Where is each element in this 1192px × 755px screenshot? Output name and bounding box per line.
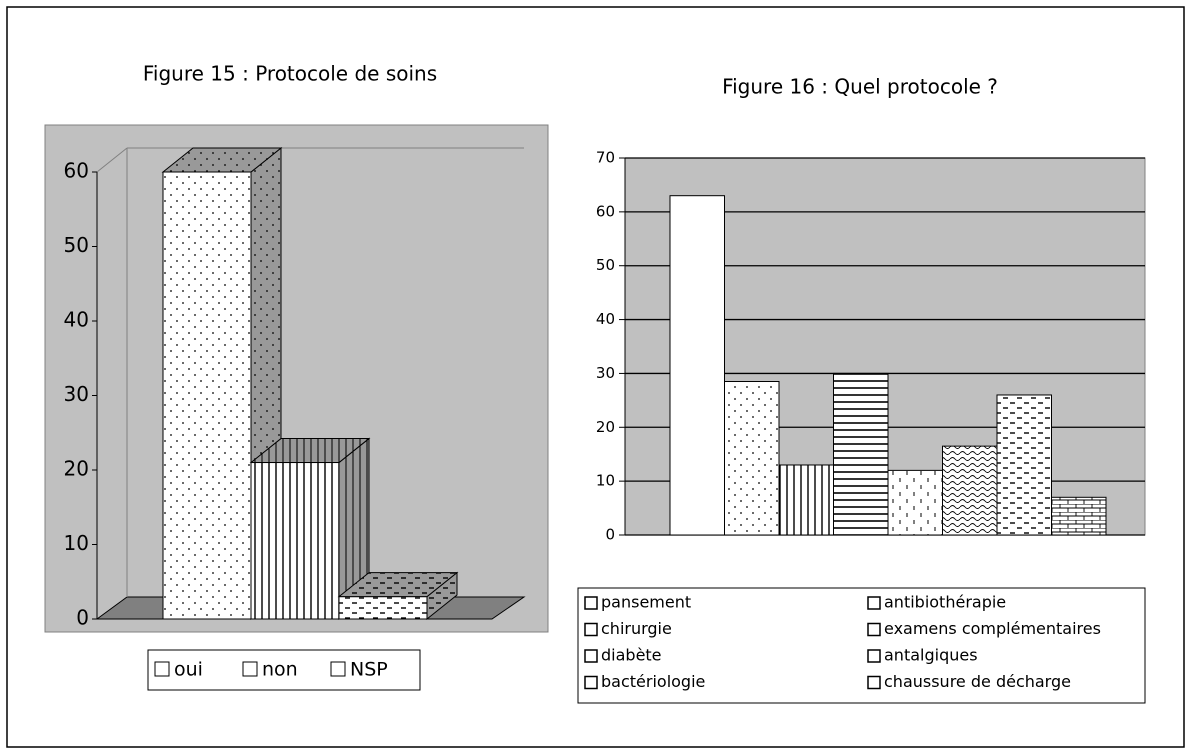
legend-label: antibiothérapie — [884, 593, 1006, 612]
y-tick-label: 0 — [76, 606, 89, 630]
legend-swatch — [867, 596, 881, 610]
legend-label: NSP — [350, 659, 388, 681]
frame — [6, 6, 1185, 748]
legend-swatch — [867, 622, 881, 637]
legend-label: oui — [174, 659, 203, 681]
y-tick-label: 10 — [64, 531, 89, 555]
bar — [724, 381, 780, 536]
y-tick-label: 60 — [64, 159, 89, 183]
y-tick-label: 20 — [64, 457, 89, 481]
y-tick-label: 30 — [596, 364, 615, 382]
legend-swatch — [330, 661, 346, 677]
y-tick-label: 60 — [596, 202, 615, 220]
bar — [778, 464, 834, 536]
legend-swatch — [242, 661, 258, 677]
y-tick-label: 40 — [596, 310, 615, 328]
bar — [942, 445, 998, 536]
bar-top — [161, 147, 283, 173]
legend-label: pansement — [601, 593, 691, 612]
y-tick-label: 70 — [596, 149, 615, 167]
bar — [162, 171, 252, 620]
y-tick-label: 30 — [64, 382, 89, 406]
legend-label: non — [262, 659, 298, 681]
y-tick-label: 40 — [64, 308, 89, 332]
y-tick-label: 0 — [605, 526, 615, 544]
legend-swatch — [584, 596, 598, 610]
legend-label: bactériologie — [601, 672, 705, 691]
bar — [669, 195, 725, 536]
y-tick-label: 50 — [64, 233, 89, 257]
y-tick-label: 20 — [596, 418, 615, 436]
legend-swatch — [584, 675, 598, 690]
chart-title: Figure 15 : Protocole de soins — [143, 62, 437, 86]
legend-swatch — [584, 622, 598, 637]
chart-title: Figure 16 : Quel protocole ? — [722, 75, 998, 99]
bar — [338, 596, 428, 620]
bar — [887, 469, 943, 536]
legend — [577, 587, 1146, 704]
legend-label: antalgiques — [884, 646, 978, 665]
legend-label: diabète — [601, 646, 662, 665]
bar-top — [249, 438, 371, 464]
legend-swatch — [867, 649, 881, 663]
bar — [996, 394, 1052, 536]
legend-swatch — [867, 675, 881, 690]
legend-label: chirurgie — [601, 619, 672, 638]
y-tick-label: 10 — [596, 472, 615, 490]
legend-label: examens complémentaires — [884, 619, 1101, 638]
legend-swatch — [154, 661, 170, 677]
bar — [833, 372, 889, 536]
legend — [147, 649, 421, 691]
y-tick-label: 50 — [596, 256, 615, 274]
legend-label: chaussure de décharge — [884, 672, 1071, 691]
legend-swatch — [584, 649, 598, 663]
bar — [1051, 496, 1107, 536]
bar — [250, 462, 340, 620]
bar-top — [337, 572, 459, 598]
